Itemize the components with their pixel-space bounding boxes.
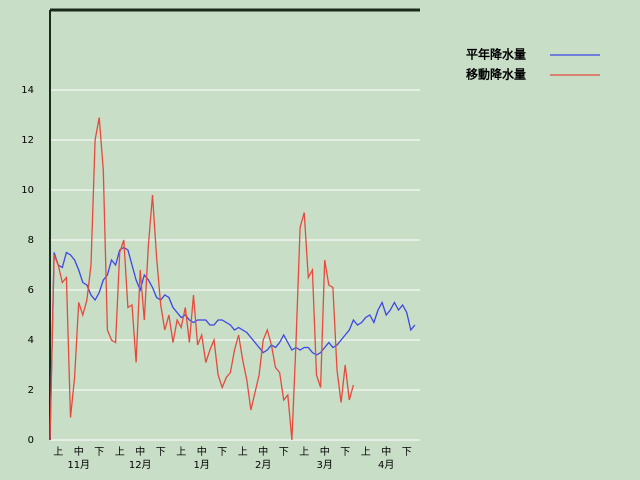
y-tick-label: 4: [28, 335, 34, 346]
series-line: [49, 117, 355, 441]
x-tick-label: 上: [176, 446, 186, 458]
x-tick-label: 上: [361, 446, 371, 458]
y-tick-label: 14: [21, 85, 34, 96]
y-tick-label: 2: [28, 385, 34, 396]
x-tick-label: 下: [217, 447, 227, 458]
x-tick-label: 中: [381, 445, 391, 458]
month-label: 1月: [194, 459, 210, 471]
series-line: [49, 246, 416, 441]
y-tick-label: 0: [28, 435, 34, 446]
x-tick-label: 下: [156, 447, 166, 458]
month-label: 3月: [317, 459, 333, 471]
y-tick-label: 10: [21, 185, 34, 196]
y-tick-label: 12: [21, 135, 34, 146]
x-tick-label: 下: [340, 447, 350, 458]
month-label: 11月: [67, 459, 90, 471]
x-tick-label: 下: [402, 447, 412, 458]
x-tick-label: 上: [299, 446, 309, 458]
legend-label: 平年降水量: [466, 47, 526, 62]
y-tick-label: 8: [28, 235, 34, 246]
x-tick-label: 上: [115, 446, 125, 458]
month-label: 4月: [378, 459, 394, 471]
x-tick-label: 下: [94, 447, 104, 458]
month-label: 2月: [255, 459, 271, 471]
x-tick-label: 中: [135, 445, 145, 458]
x-tick-label: 中: [258, 445, 268, 458]
month-label: 12月: [129, 459, 152, 471]
x-tick-label: 中: [197, 445, 207, 458]
x-tick-label: 下: [279, 447, 289, 458]
x-tick-label: 上: [53, 446, 63, 458]
x-tick-label: 中: [320, 445, 330, 458]
x-tick-label: 中: [74, 445, 84, 458]
x-tick-label: 上: [238, 446, 248, 458]
y-tick-label: 6: [28, 285, 34, 296]
legend-label: 移動降水量: [466, 67, 526, 82]
